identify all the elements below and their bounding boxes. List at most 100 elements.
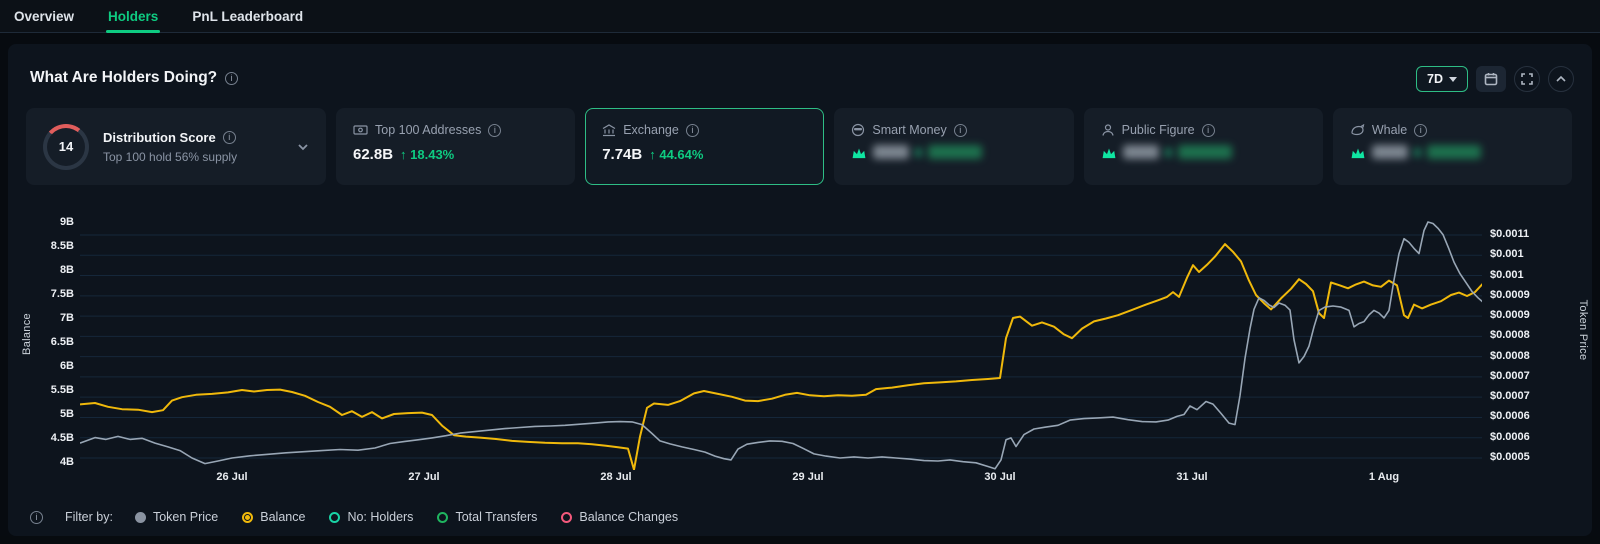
card-title: Distribution Score [103,129,216,145]
masked-value [1122,145,1159,159]
tab-pnl-leaderboard[interactable]: PnL Leaderboard [190,0,305,33]
legend-marker [437,511,449,523]
crown-icon [853,148,866,158]
card-change: ↑ 44.64% [649,147,704,162]
x-axis-tick: 31 Jul [1176,471,1208,483]
time-range-button[interactable]: 7D [1416,66,1468,92]
page-title: What Are Holders Doing? [30,69,218,86]
legend-item-label: Balance Changes [579,510,679,524]
y-axis-tick-left: 6.5B [50,336,74,348]
x-axis-tick: 29 Jul [792,471,824,483]
holders-line-chart[interactable] [80,200,1482,470]
distribution-score-gauge: 14 [43,123,89,170]
legend-item-label: Total Transfers [455,510,538,524]
y-axis-tick-right: $0.0007 [1490,390,1530,403]
legend-marker [329,511,341,523]
card-whale[interactable]: Whale [1332,108,1573,185]
card-exchange[interactable]: Exchange 7.74B ↑ 44.64% [585,108,825,185]
info-icon[interactable] [222,130,236,144]
y-axis-tick-right: $0.001 [1490,248,1524,261]
whale-icon [1350,123,1365,137]
card-change: ↑ 18.43% [400,147,455,162]
chart-controls: 7D [1416,66,1574,92]
legend-item-label: Balance [260,510,306,524]
info-icon[interactable] [685,123,699,137]
legend-items: Token Price Balance No: Holders Total Trans… [134,510,678,524]
y-axis-tick-right: $0.0005 [1490,451,1530,463]
info-icon[interactable] [1201,123,1215,137]
y-axis-tick-right: $0.0008 [1490,349,1530,362]
card-top100-addresses[interactable]: Top 100 Addresses 62.8B ↑ 18.43% [336,108,576,185]
right-axis-title: Token Price [1577,299,1589,361]
card-value: 7.74B [602,146,643,163]
distribution-subtitle: Top 100 hold 56% supply [103,149,238,164]
info-icon[interactable] [225,71,239,85]
series-balance [80,243,1482,470]
legend-item-balance[interactable]: Balance [242,510,305,524]
legend-marker-dot [245,514,251,520]
chevron-down-icon[interactable] [297,141,309,153]
y-axis-tick-right: $0.0008 [1490,329,1530,342]
y-axis-tick-right: $0.0007 [1490,369,1530,382]
legend-marker [134,511,146,523]
masked-value [873,145,910,159]
y-axis-tick-right: $0.0009 [1490,288,1530,301]
x-axis-tick: 26 Jul [216,471,248,483]
legend-item-label: No: Holders [347,510,414,524]
filter-by-label: Filter by: [65,510,113,524]
y-axis-tick-right: $0.0006 [1490,430,1530,443]
y-axis-tick-right: $0.0006 [1490,410,1530,423]
y-axis-tick-left: 7B [59,312,74,324]
info-icon[interactable] [30,510,43,524]
collapse-button[interactable] [1548,66,1574,92]
legend-item-no-holders[interactable]: No: Holders [329,510,413,524]
x-axis-tick: 1 Aug [1368,471,1400,483]
chevron-down-icon [1449,76,1457,82]
legend-item-balance-changes[interactable]: Balance Changes [561,510,678,524]
top-nav: Overview Holders PnL Leaderboard [0,0,1600,33]
bank-icon [602,123,616,137]
y-axis-tick-left: 4B [59,456,74,468]
y-axis-tick-right: $0.001 [1490,268,1524,281]
public-figure-icon [1101,123,1115,137]
x-axis-tick: 30 Jul [984,471,1016,483]
series-token-price [80,221,1482,470]
card-smart-money[interactable]: Smart Money [834,108,1074,185]
legend-item-token-price[interactable]: Token Price [134,510,219,524]
info-icon[interactable] [488,123,502,137]
legend-item-label: Token Price [152,510,219,524]
fullscreen-button[interactable] [1514,66,1540,92]
fullscreen-icon [1521,73,1533,85]
y-axis-tick-right: $0.0011 [1490,228,1530,240]
card-public-figure[interactable]: Public Figure [1083,108,1323,185]
y-axis-tick-left: 5.5B [50,384,74,396]
time-range-label: 7D [1427,72,1443,86]
tab-holders[interactable]: Holders [106,0,161,33]
crown-icon [1351,148,1365,158]
card-title: Smart Money [872,123,947,137]
masked-change [928,145,983,159]
y-axis-tick-left: 9B [59,216,74,228]
y-axis-tick-left: 6B [59,360,74,372]
info-icon[interactable] [1414,123,1428,137]
y-axis-tick-left: 4.5B [50,432,74,444]
y-axis-tick-left: 7.5B [50,288,74,300]
page-background-strip [0,536,1600,544]
y-axis-tick-right: $0.0009 [1490,309,1530,322]
card-value: 62.8B [353,146,394,163]
chart-filter-legend: Filter by: Token Price Balance No: Holders… [30,510,678,524]
distribution-score-value: 14 [47,127,85,166]
info-icon[interactable] [953,123,967,137]
legend-marker [242,511,254,523]
card-distribution-score[interactable]: 14 Distribution Score Top 100 hold 56% s… [26,108,326,185]
y-axis-tick-left: 8B [59,264,74,276]
calendar-button[interactable] [1476,66,1506,92]
card-title: Whale [1371,123,1408,137]
card-title: Top 100 Addresses [375,123,482,137]
masked-arrow [915,147,923,157]
legend-item-total-transfers[interactable]: Total Transfers [437,510,537,524]
legend-marker [561,511,573,523]
tab-overview[interactable]: Overview [12,0,76,33]
x-axis-tick: 28 Jul [600,471,632,483]
